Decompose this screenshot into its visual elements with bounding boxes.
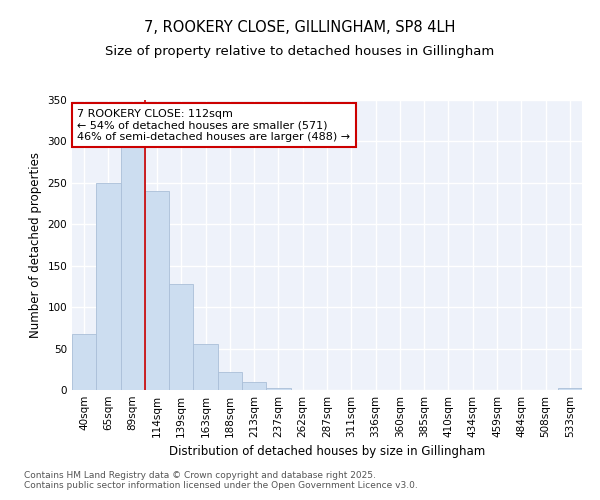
Text: Size of property relative to detached houses in Gillingham: Size of property relative to detached ho…	[106, 45, 494, 58]
Bar	[558, 388, 582, 390]
Bar	[169, 284, 193, 390]
Bar	[145, 191, 169, 390]
Bar	[242, 382, 266, 390]
Text: 7, ROOKERY CLOSE, GILLINGHAM, SP8 4LH: 7, ROOKERY CLOSE, GILLINGHAM, SP8 4LH	[145, 20, 455, 35]
Bar	[121, 146, 145, 390]
Text: Contains HM Land Registry data © Crown copyright and database right 2025.
Contai: Contains HM Land Registry data © Crown c…	[24, 470, 418, 490]
Bar	[193, 344, 218, 390]
Bar	[266, 388, 290, 390]
Bar	[218, 372, 242, 390]
Bar	[72, 334, 96, 390]
Text: 7 ROOKERY CLOSE: 112sqm
← 54% of detached houses are smaller (571)
46% of semi-d: 7 ROOKERY CLOSE: 112sqm ← 54% of detache…	[77, 108, 350, 142]
Y-axis label: Number of detached properties: Number of detached properties	[29, 152, 42, 338]
Bar	[96, 183, 121, 390]
X-axis label: Distribution of detached houses by size in Gillingham: Distribution of detached houses by size …	[169, 446, 485, 458]
